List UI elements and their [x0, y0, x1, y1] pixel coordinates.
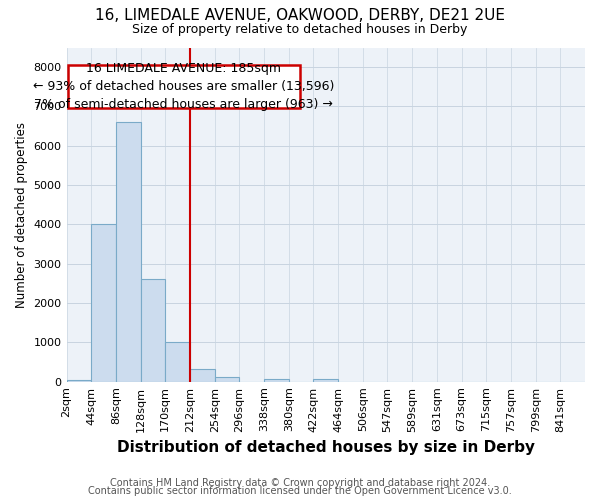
Bar — [68, 65, 300, 108]
X-axis label: Distribution of detached houses by size in Derby: Distribution of detached houses by size … — [117, 440, 535, 455]
Bar — [313, 378, 338, 382]
Bar — [91, 224, 116, 382]
Text: Contains public sector information licensed under the Open Government Licence v3: Contains public sector information licen… — [88, 486, 512, 496]
Y-axis label: Number of detached properties: Number of detached properties — [15, 122, 28, 308]
Bar — [140, 280, 165, 382]
Text: 16 LIMEDALE AVENUE: 185sqm
← 93% of detached houses are smaller (13,596)
7% of s: 16 LIMEDALE AVENUE: 185sqm ← 93% of deta… — [33, 62, 334, 112]
Text: 16, LIMEDALE AVENUE, OAKWOOD, DERBY, DE21 2UE: 16, LIMEDALE AVENUE, OAKWOOD, DERBY, DE2… — [95, 8, 505, 22]
Bar — [264, 378, 289, 382]
Text: Size of property relative to detached houses in Derby: Size of property relative to detached ho… — [133, 22, 467, 36]
Bar — [215, 376, 239, 382]
Bar — [165, 342, 190, 382]
Text: Contains HM Land Registry data © Crown copyright and database right 2024.: Contains HM Land Registry data © Crown c… — [110, 478, 490, 488]
Bar — [116, 122, 140, 382]
Bar — [190, 368, 215, 382]
Bar — [67, 380, 91, 382]
